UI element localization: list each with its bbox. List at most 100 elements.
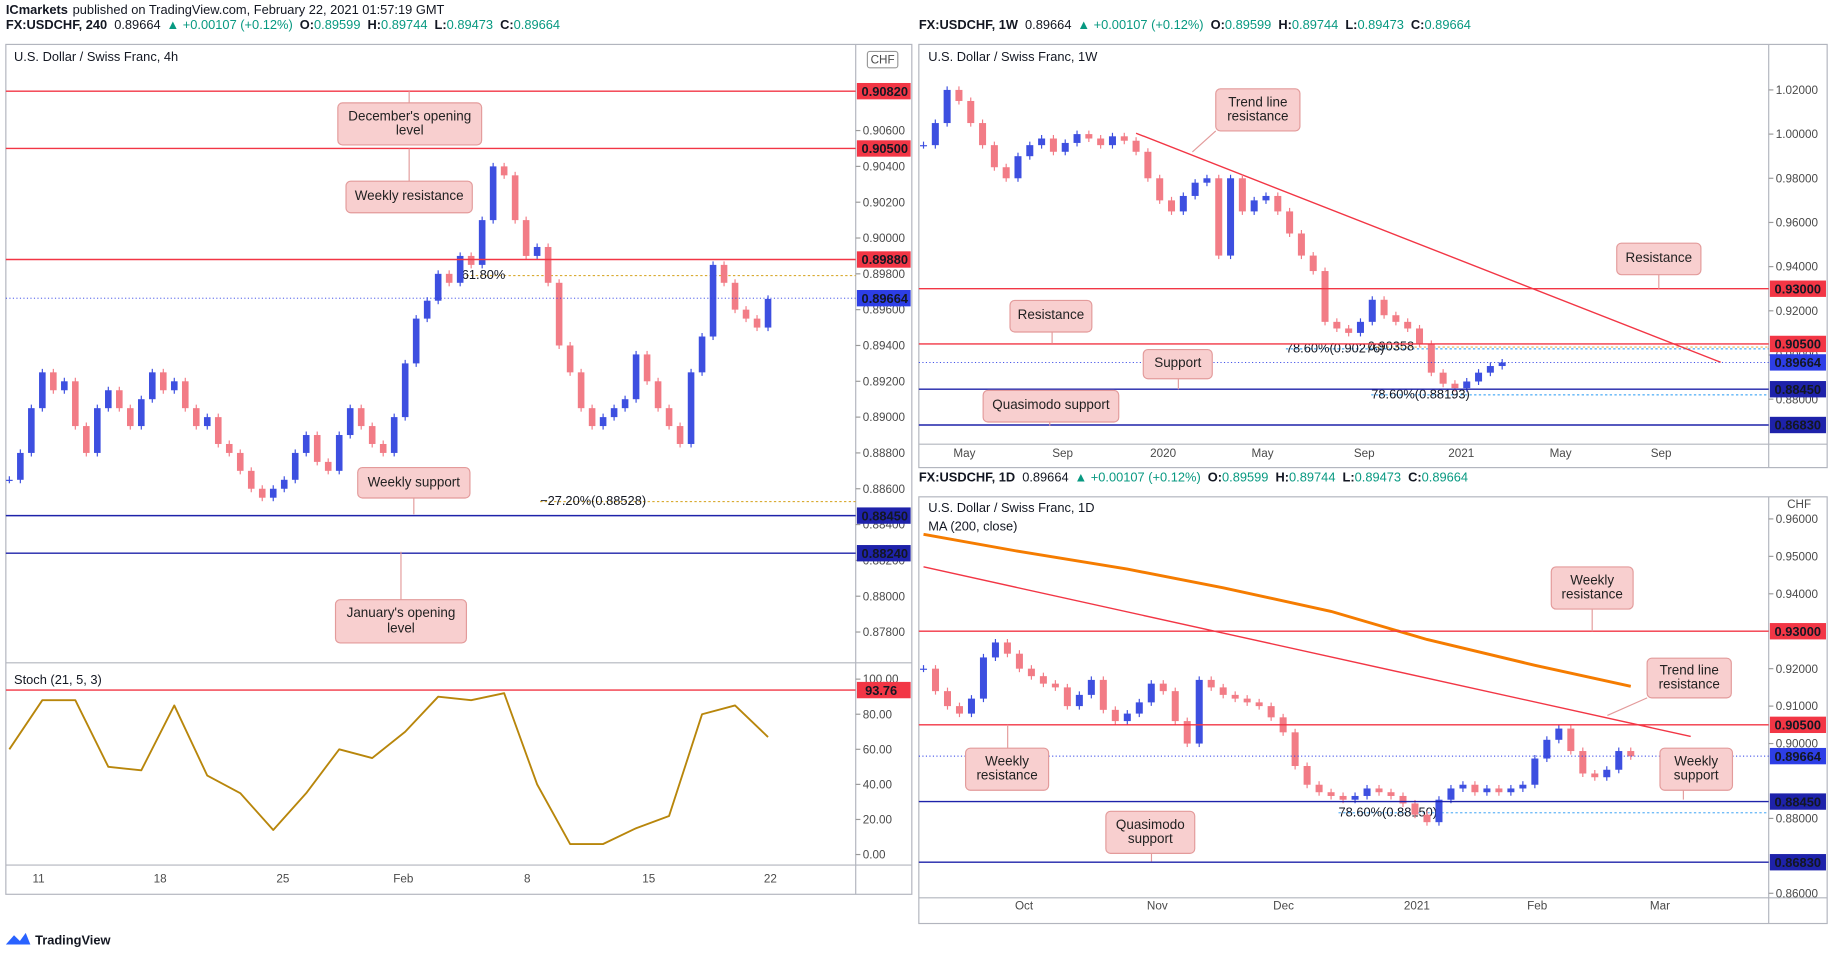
callout-box bbox=[345, 180, 473, 214]
price-change: ▲ +0.00107 (+0.12%) bbox=[167, 17, 293, 32]
price-label-box bbox=[856, 290, 911, 307]
candle-body bbox=[1451, 383, 1459, 389]
candle-body bbox=[1049, 138, 1057, 152]
ohlc-value: 0.89599 bbox=[314, 17, 360, 32]
candle-body bbox=[1123, 713, 1131, 722]
callout: Weekly resistance bbox=[355, 190, 464, 204]
callout: Resistance bbox=[1018, 309, 1085, 323]
candle-body bbox=[1250, 200, 1258, 212]
tradingview-logo bbox=[5, 932, 31, 945]
callout-box bbox=[1105, 810, 1196, 854]
callout-tail bbox=[1607, 697, 1648, 716]
x-tick-label: Sep bbox=[1052, 447, 1073, 460]
candle-body bbox=[291, 452, 299, 480]
price-label: 0.86830 bbox=[1775, 855, 1821, 870]
symbol-line: FX:USDCHF, 1W 0.89664 ▲ +0.00107 (+0.12%) O… bbox=[919, 17, 1471, 32]
candle-body bbox=[1291, 732, 1299, 767]
candle-body bbox=[1108, 136, 1116, 146]
candle-body bbox=[1333, 321, 1341, 329]
price-label-box bbox=[856, 251, 911, 268]
price-label: 0.89664 bbox=[1775, 355, 1822, 370]
candle-body bbox=[390, 417, 398, 453]
candle-body bbox=[920, 668, 928, 670]
candle-body bbox=[137, 399, 145, 427]
price-label: 0.88450 bbox=[1775, 382, 1821, 397]
candle-body bbox=[1459, 784, 1467, 789]
x-tick-label: Nov bbox=[1147, 899, 1168, 912]
callout-box bbox=[337, 102, 483, 146]
callout-box bbox=[1142, 348, 1213, 380]
candle-body bbox=[1014, 156, 1022, 179]
symbol: FX:USDCHF, 1W bbox=[919, 17, 1019, 32]
candle-body bbox=[324, 461, 332, 471]
last-price: 0.89664 bbox=[114, 17, 160, 32]
callout-text: January's opening level bbox=[346, 607, 456, 636]
candle-body bbox=[1087, 679, 1095, 695]
candle-body bbox=[423, 300, 431, 319]
candle-body bbox=[1191, 182, 1199, 196]
candle-body bbox=[533, 246, 541, 256]
trend-line bbox=[923, 566, 1691, 738]
candle-body bbox=[6, 479, 13, 481]
candle-body bbox=[1215, 178, 1223, 256]
y-tick-label: 0.98000 bbox=[1776, 172, 1819, 185]
ohlc-value: 0.89744 bbox=[1289, 470, 1335, 485]
moving-average bbox=[923, 532, 1632, 688]
candle-body bbox=[1099, 679, 1107, 710]
callout: January's opening level bbox=[346, 607, 456, 636]
x-tick-label: Feb bbox=[1527, 899, 1548, 912]
candle-body bbox=[1375, 788, 1383, 793]
candle-body bbox=[1227, 178, 1235, 256]
callout: Weekly resistance bbox=[1562, 574, 1623, 602]
candle-body bbox=[1423, 814, 1431, 823]
callout: Resistance bbox=[1626, 252, 1693, 266]
y-tick-label: 0.86000 bbox=[1776, 887, 1819, 900]
candle-body bbox=[1475, 372, 1483, 382]
candle-body bbox=[1486, 366, 1494, 373]
fib-label: 78.60%(0.88150) bbox=[1339, 804, 1438, 819]
ohlc-key: L: bbox=[435, 17, 447, 32]
x-tick-label: 22 bbox=[764, 873, 777, 886]
price-label: 0.88240 bbox=[862, 546, 908, 561]
candle-body bbox=[1231, 694, 1239, 699]
candle-body bbox=[1267, 706, 1275, 718]
callout-box bbox=[982, 389, 1120, 423]
price-label: 0.89664 bbox=[1775, 749, 1822, 764]
candle-body bbox=[1380, 299, 1388, 316]
candle-body bbox=[955, 706, 963, 714]
x-tick-label: 2020 bbox=[1150, 447, 1177, 460]
y-tick-label: 0.87800 bbox=[863, 626, 906, 639]
y-tick-label: 0.00 bbox=[863, 849, 886, 862]
price-label: 0.89664 bbox=[862, 291, 909, 306]
candle-body bbox=[1219, 687, 1227, 695]
price-label-box bbox=[1769, 793, 1826, 810]
ohlc-value: 0.89664 bbox=[1424, 17, 1470, 32]
callout: Quasimodo support bbox=[1116, 818, 1185, 846]
y-tick-label: 80.00 bbox=[863, 708, 893, 721]
callout-text: Support bbox=[1154, 357, 1202, 372]
candle-body bbox=[1498, 362, 1506, 367]
price-change: ▲ +0.00107 (+0.12%) bbox=[1077, 17, 1203, 32]
candle-body bbox=[1203, 178, 1211, 183]
y-tick-label: 0.92000 bbox=[1776, 663, 1819, 676]
last-price: 0.89664 bbox=[1022, 470, 1068, 485]
candle-body bbox=[990, 145, 998, 168]
price-label: 0.88450 bbox=[862, 508, 908, 523]
publisher: ICmarkets bbox=[6, 2, 68, 17]
candle-body bbox=[1363, 788, 1371, 796]
candle-body bbox=[1027, 668, 1035, 677]
candle-body bbox=[445, 273, 453, 283]
candle-body bbox=[1144, 151, 1152, 179]
callout: Trend line resistance bbox=[1227, 96, 1288, 124]
x-tick-label: May bbox=[953, 447, 975, 460]
ohlc-value: 0.89744 bbox=[381, 17, 427, 32]
candle-body bbox=[159, 372, 167, 391]
y-tick-label: 0.89800 bbox=[863, 268, 906, 281]
x-tick-label: 15 bbox=[642, 873, 656, 886]
y-tick-label: 0.94000 bbox=[1776, 588, 1819, 601]
plot-area: 61.80% −27.20%(0.88528) bbox=[6, 162, 856, 508]
callout: Quasimodo support bbox=[992, 399, 1109, 413]
ohlc-key: C: bbox=[1411, 17, 1425, 32]
callout-text: Weekly support bbox=[1673, 755, 1719, 784]
